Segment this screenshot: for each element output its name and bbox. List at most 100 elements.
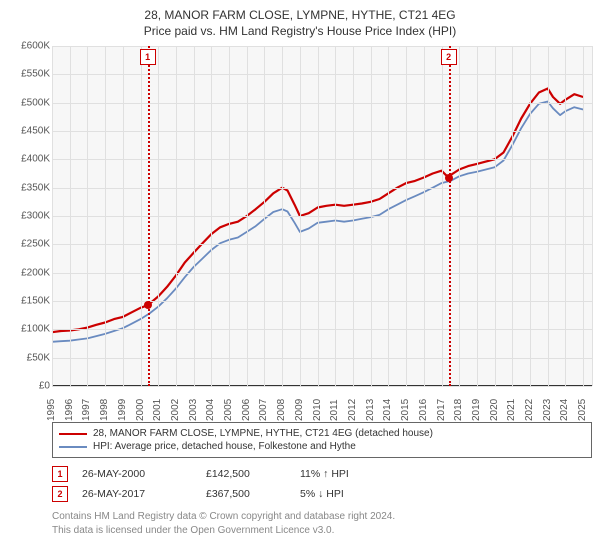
gridline-v xyxy=(211,46,212,386)
x-tick-label: 2002 xyxy=(170,409,181,421)
y-tick-label: £100K xyxy=(8,324,50,335)
x-tick-label: 2024 xyxy=(559,409,570,421)
gridline-h xyxy=(52,216,592,217)
gridline-h xyxy=(52,188,592,189)
x-tick-label: 2021 xyxy=(506,409,517,421)
gridline-v xyxy=(141,46,142,386)
gridline-h xyxy=(52,131,592,132)
x-tick-label: 2001 xyxy=(152,409,163,421)
gridline-v xyxy=(371,46,372,386)
x-tick-label: 2000 xyxy=(135,409,146,421)
gridline-h xyxy=(52,301,592,302)
gridline-v xyxy=(583,46,584,386)
gridline-v xyxy=(300,46,301,386)
gridline-v xyxy=(70,46,71,386)
x-tick-label: 1997 xyxy=(81,409,92,421)
gridline-h xyxy=(52,103,592,104)
event-vline xyxy=(148,46,150,386)
gridline-h xyxy=(52,273,592,274)
x-tick-label: 2004 xyxy=(205,409,216,421)
legend-row: 28, MANOR FARM CLOSE, LYMPNE, HYTHE, CT2… xyxy=(59,427,585,440)
gridline-v xyxy=(52,46,53,386)
event-date: 26-MAY-2000 xyxy=(82,468,192,480)
event-marker-icon: 1 xyxy=(52,466,68,482)
gridline-v xyxy=(194,46,195,386)
x-tick-label: 2005 xyxy=(223,409,234,421)
chart-plot-area: £0£50K£100K£150K£200K£250K£300K£350K£400… xyxy=(52,46,593,386)
gridline-v xyxy=(247,46,248,386)
event-vline xyxy=(449,46,451,386)
gridline-v xyxy=(105,46,106,386)
x-tick-label: 2009 xyxy=(294,409,305,421)
x-tick-label: 2025 xyxy=(577,409,588,421)
gridline-v xyxy=(459,46,460,386)
x-tick-label: 2015 xyxy=(400,409,411,421)
x-tick-label: 2007 xyxy=(258,409,269,421)
gridline-v xyxy=(353,46,354,386)
x-tick-label: 2011 xyxy=(329,409,340,421)
gridline-v xyxy=(123,46,124,386)
x-tick-label: 2016 xyxy=(418,409,429,421)
y-tick-label: £300K xyxy=(8,211,50,222)
chart-legend: 28, MANOR FARM CLOSE, LYMPNE, HYTHE, CT2… xyxy=(52,422,592,458)
gridline-v xyxy=(442,46,443,386)
event-date: 26-MAY-2017 xyxy=(82,488,192,500)
gridline-v xyxy=(282,46,283,386)
gridline-v xyxy=(530,46,531,386)
chart-title-address: 28, MANOR FARM CLOSE, LYMPNE, HYTHE, CT2… xyxy=(12,8,588,22)
x-tick-label: 2013 xyxy=(365,409,376,421)
x-tick-label: 2023 xyxy=(542,409,553,421)
x-tick-label: 2022 xyxy=(524,409,535,421)
x-tick-label: 2017 xyxy=(436,409,447,421)
event-marker-icon: 1 xyxy=(140,49,156,65)
gridline-v xyxy=(406,46,407,386)
legend-label: HPI: Average price, detached house, Folk… xyxy=(93,441,356,452)
x-tick-label: 2006 xyxy=(241,409,252,421)
gridline-h xyxy=(52,46,592,47)
gridline-h xyxy=(52,386,592,387)
y-tick-label: £450K xyxy=(8,126,50,137)
x-tick-label: 1999 xyxy=(117,409,128,421)
y-tick-label: £550K xyxy=(8,69,50,80)
event-price: £142,500 xyxy=(206,468,286,480)
gridline-v xyxy=(264,46,265,386)
x-tick-label: 1996 xyxy=(64,409,75,421)
x-tick-label: 2012 xyxy=(347,409,358,421)
legend-row: HPI: Average price, detached house, Folk… xyxy=(59,440,585,453)
gridline-v xyxy=(565,46,566,386)
x-tick-label: 2014 xyxy=(382,409,393,421)
footer-line: This data is licensed under the Open Gov… xyxy=(52,524,588,538)
event-delta: 5% ↓ HPI xyxy=(300,488,380,500)
event-marker-icon: 2 xyxy=(441,49,457,65)
x-tick-label: 2008 xyxy=(276,409,287,421)
x-tick-label: 2020 xyxy=(489,409,500,421)
x-tick-label: 1995 xyxy=(46,409,57,421)
gridline-v xyxy=(176,46,177,386)
gridline-v xyxy=(229,46,230,386)
legend-label: 28, MANOR FARM CLOSE, LYMPNE, HYTHE, CT2… xyxy=(93,428,433,439)
gridline-v xyxy=(158,46,159,386)
x-tick-label: 2018 xyxy=(453,409,464,421)
event-dot-icon xyxy=(445,174,453,182)
x-tick-label: 2010 xyxy=(312,409,323,421)
event-row: 1 26-MAY-2000 £142,500 11% ↑ HPI xyxy=(52,466,588,482)
gridline-h xyxy=(52,358,592,359)
event-delta: 11% ↑ HPI xyxy=(300,468,380,480)
gridline-v xyxy=(388,46,389,386)
y-tick-label: £200K xyxy=(8,267,50,278)
gridline-h xyxy=(52,159,592,160)
gridline-h xyxy=(52,244,592,245)
gridline-h xyxy=(52,329,592,330)
x-tick-label: 2003 xyxy=(188,409,199,421)
x-tick-label: 1998 xyxy=(99,409,110,421)
y-tick-label: £50K xyxy=(8,352,50,363)
gridline-v xyxy=(495,46,496,386)
y-tick-label: £600K xyxy=(8,41,50,52)
gridline-v xyxy=(548,46,549,386)
y-tick-label: £500K xyxy=(8,97,50,108)
chart-footer: Contains HM Land Registry data © Crown c… xyxy=(52,510,588,537)
gridline-v xyxy=(512,46,513,386)
legend-swatch xyxy=(59,446,87,448)
y-tick-label: £400K xyxy=(8,154,50,165)
y-tick-label: £350K xyxy=(8,182,50,193)
